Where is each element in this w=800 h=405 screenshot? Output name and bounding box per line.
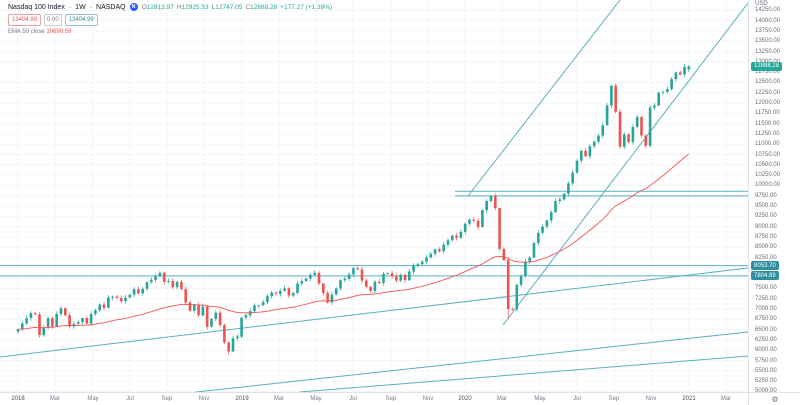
exchange-label: NASDAQ bbox=[96, 3, 126, 11]
grid bbox=[0, 0, 748, 392]
time-tick-year: 2020 bbox=[458, 396, 472, 402]
time-tick-month: Sep bbox=[608, 396, 620, 402]
price-tick: 7000.00 bbox=[755, 306, 777, 312]
time-tick-month: May bbox=[87, 396, 99, 402]
time-tick-month: Nov bbox=[198, 396, 210, 402]
symbol-logo-icon: N bbox=[129, 3, 138, 11]
ema-50-line[interactable] bbox=[17, 153, 690, 330]
price-tick: 14000.00 bbox=[755, 17, 781, 24]
time-tick-month: Mar bbox=[720, 396, 732, 402]
order-badge-qty[interactable]: 0.00 bbox=[44, 14, 62, 26]
ema-value: 10690.59 bbox=[46, 29, 72, 35]
price-tick: 7250.00 bbox=[755, 295, 777, 302]
price-tick: 10250.00 bbox=[755, 172, 781, 179]
chart-legend[interactable]: Nasdaq 100 Index · 1W · NASDAQ N O12813.… bbox=[8, 3, 332, 35]
time-tick-month: Jul bbox=[349, 396, 357, 402]
time-tick-month: Mar bbox=[273, 396, 285, 402]
price-tick: 8750.00 bbox=[755, 233, 777, 240]
price-tick: 6000.00 bbox=[755, 347, 777, 354]
price-tick: 7500.00 bbox=[755, 285, 777, 292]
price-tick: 9000.00 bbox=[755, 223, 777, 230]
price-tick: 10500.00 bbox=[755, 161, 781, 168]
price-tick: 6250.00 bbox=[755, 336, 777, 343]
price-tick: 8500.00 bbox=[755, 244, 777, 251]
price-tick: 12000.00 bbox=[755, 100, 781, 106]
line-price-badge[interactable]: 7804.89 bbox=[751, 271, 779, 281]
ema-label: EMA 50 close bbox=[8, 29, 45, 35]
time-tick-month: May bbox=[534, 396, 546, 402]
candlestick-chart-svg[interactable] bbox=[0, 0, 748, 392]
change-value: +177.27 (+1.39%) bbox=[280, 3, 333, 11]
price-tick: 10750.00 bbox=[755, 151, 781, 158]
order-badge-teal[interactable]: 13404.99 bbox=[64, 14, 98, 26]
price-tick: 11750.00 bbox=[755, 110, 780, 117]
price-tick: 13000.00 bbox=[755, 59, 780, 65]
time-tick-year: 2021 bbox=[682, 396, 696, 402]
time-tick-month: Jul bbox=[126, 396, 134, 402]
price-tick: 9750.00 bbox=[755, 192, 777, 199]
order-badge-red[interactable]: 13404.99 bbox=[8, 14, 42, 26]
gear-icon[interactable]: ⚙ bbox=[771, 395, 779, 404]
price-tick: 11000.00 bbox=[755, 141, 780, 148]
price-tick: 11500.00 bbox=[755, 120, 780, 127]
time-tick-month: Sep bbox=[385, 396, 397, 402]
time-tick-month: Mar bbox=[496, 396, 508, 402]
price-tick: 5750.00 bbox=[755, 357, 777, 364]
trendlines[interactable] bbox=[0, 0, 748, 392]
ema-legend-row[interactable]: EMA 50 close 10690.59 bbox=[8, 29, 332, 35]
time-tick-month: May bbox=[310, 396, 322, 402]
price-tick: 10000.00 bbox=[755, 182, 781, 189]
time-tick-year: 2019 bbox=[235, 396, 249, 402]
time-tick-month: Nov bbox=[422, 396, 434, 402]
symbol-title[interactable]: Nasdaq 100 Index bbox=[8, 3, 65, 11]
price-tick: 5000.00 bbox=[755, 388, 777, 395]
price-tick: 13500.00 bbox=[755, 38, 781, 45]
price-tick: 12250.00 bbox=[755, 89, 781, 96]
chart-plot-area[interactable] bbox=[0, 0, 748, 392]
line-price-badge[interactable]: 8053.70 bbox=[751, 261, 779, 271]
ohlc-values: O12813.97 H12925.53 L12747.05 C12888.28 … bbox=[141, 3, 333, 11]
symbol-header-row[interactable]: Nasdaq 100 Index · 1W · NASDAQ N O12813.… bbox=[8, 3, 332, 11]
price-tick: 6750.00 bbox=[755, 316, 777, 323]
price-tick: 6500.00 bbox=[755, 326, 777, 333]
price-tick: 5250.00 bbox=[755, 378, 777, 385]
price-tick: 13750.00 bbox=[755, 27, 781, 34]
time-tick-month: Jul bbox=[573, 396, 581, 402]
currency-label: USD bbox=[755, 1, 768, 7]
price-tick: 12500.00 bbox=[755, 79, 781, 86]
interval-label[interactable]: 1W bbox=[75, 3, 86, 11]
separator: · bbox=[68, 3, 72, 11]
order-badges-row: 13404.99 0.00 13404.99 bbox=[8, 14, 332, 26]
price-tick: 8250.00 bbox=[755, 254, 777, 261]
price-tick: 14250.00 bbox=[755, 7, 781, 14]
price-tick: 9500.00 bbox=[755, 203, 777, 209]
separator: · bbox=[89, 3, 93, 11]
time-tick-month: Nov bbox=[645, 396, 657, 402]
price-tick: 13250.00 bbox=[755, 48, 781, 55]
last-price-badge[interactable]: 12888.28 bbox=[751, 61, 783, 71]
price-tick: 9250.00 bbox=[755, 213, 777, 220]
price-tick: 12750.00 bbox=[755, 69, 781, 76]
time-axis[interactable]: 2018 Mar May Jul Sep Nov 2019 Mar May Jul Sep Nov 20… bbox=[0, 392, 748, 405]
axis-settings-corner[interactable]: ⚙ bbox=[748, 392, 800, 405]
time-tick-month: Mar bbox=[49, 396, 61, 402]
price-axis[interactable]: USD 14250.00 14000.00 13750.00 13500.00 1325… bbox=[748, 0, 800, 395]
horizontal-lines[interactable] bbox=[0, 190, 748, 277]
price-tick: 5500.00 bbox=[755, 367, 777, 374]
price-tick: 11250.00 bbox=[755, 130, 780, 137]
time-tick-year: 2018 bbox=[11, 396, 25, 402]
time-tick-month: Sep bbox=[161, 396, 173, 402]
